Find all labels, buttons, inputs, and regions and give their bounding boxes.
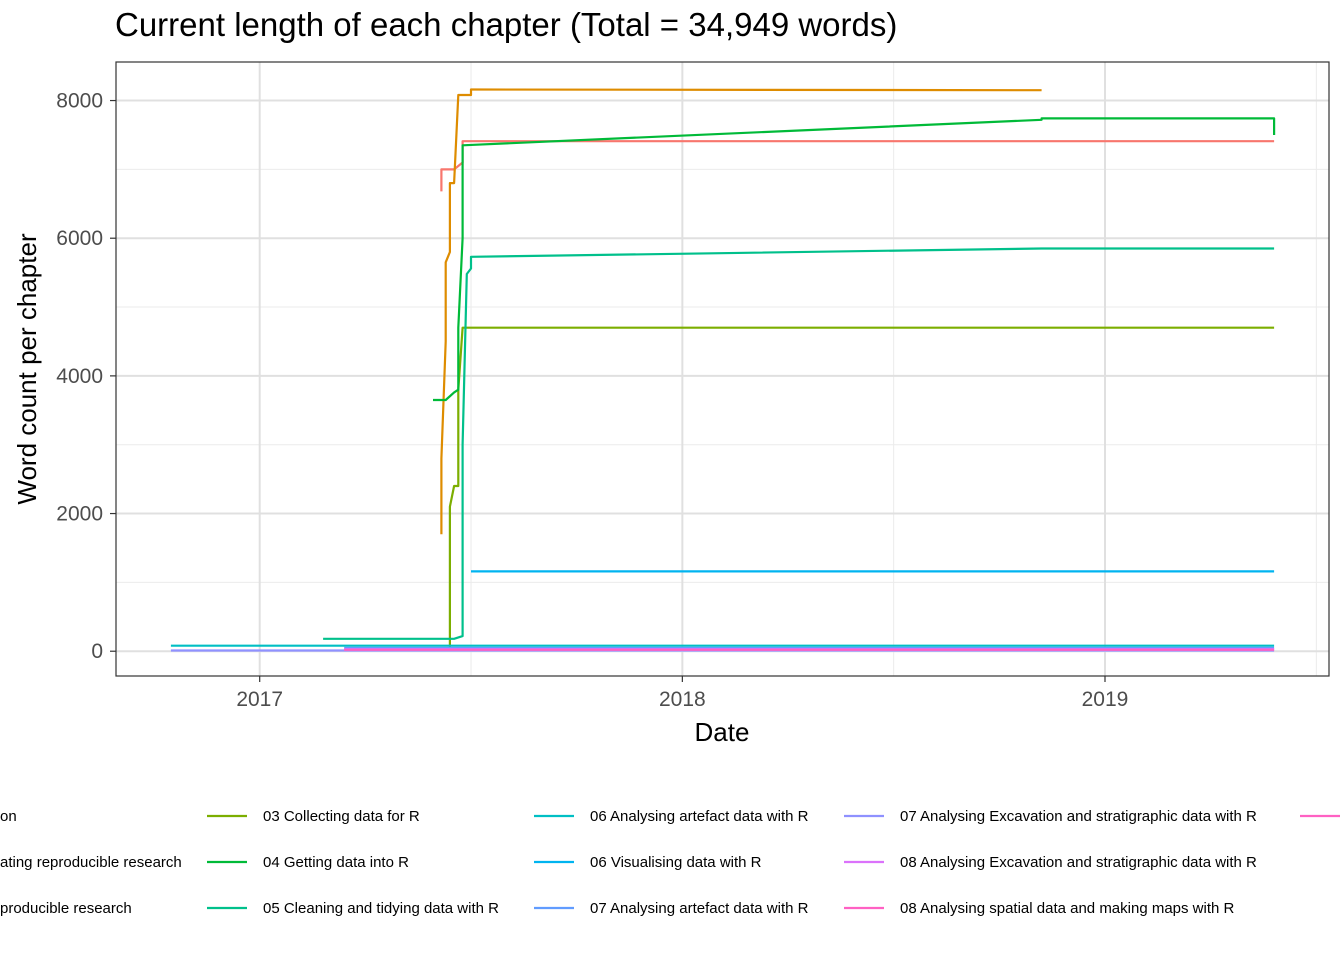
legend-label-4: 03 Collecting data for R	[263, 808, 420, 825]
x-axis-title: Date	[695, 717, 750, 747]
series-line-6	[323, 247, 1275, 640]
y-tick-label: 2000	[56, 503, 103, 526]
series-line-4	[448, 326, 1275, 652]
legend-label-5: 04 Getting data into R	[263, 854, 409, 871]
y-tick-label: 4000	[56, 365, 103, 388]
legend-label-9: 07 Analysing artefact data with R	[590, 900, 809, 917]
legend-label-12: 08 Analysing spatial data and making map…	[900, 900, 1235, 917]
y-tick-label: 8000	[56, 90, 103, 113]
legend-label-8: 06 Visualising data with R	[590, 854, 762, 871]
legend-label-11: 08 Analysing Excavation and stratigraphi…	[900, 854, 1257, 871]
legend-label-10: 07 Analysing Excavation and stratigraphi…	[900, 808, 1257, 825]
series-line-5	[433, 117, 1276, 402]
x-tick-label: 2018	[659, 688, 706, 711]
grid-lines	[116, 62, 1329, 676]
y-tick-label: 6000	[56, 227, 103, 250]
plot-panel-border	[115, 61, 1330, 677]
x-tick-label: 2019	[1082, 688, 1129, 711]
legend-label-3: producible research	[0, 900, 132, 917]
legend: on ating reproducible research producible …	[0, 808, 1340, 917]
series-line-1	[440, 140, 1275, 192]
legend-label-7: 06 Analysing artefact data with R	[590, 808, 809, 825]
axes: 2017 2018 2019 0 2000 4000 6000 8000	[56, 90, 1128, 711]
y-tick-label: 0	[91, 640, 103, 663]
y-axis-title: Word count per chapter	[12, 233, 42, 505]
chart-title: Current length of each chapter (Total = …	[115, 6, 898, 43]
series-lines	[170, 88, 1276, 652]
legend-label-6: 05 Cleaning and tidying data with R	[263, 900, 499, 917]
legend-label-2: ating reproducible research	[0, 854, 182, 871]
legend-label-1: on	[0, 808, 17, 825]
x-tick-label: 2017	[236, 688, 283, 711]
series-line-2	[440, 88, 1042, 535]
